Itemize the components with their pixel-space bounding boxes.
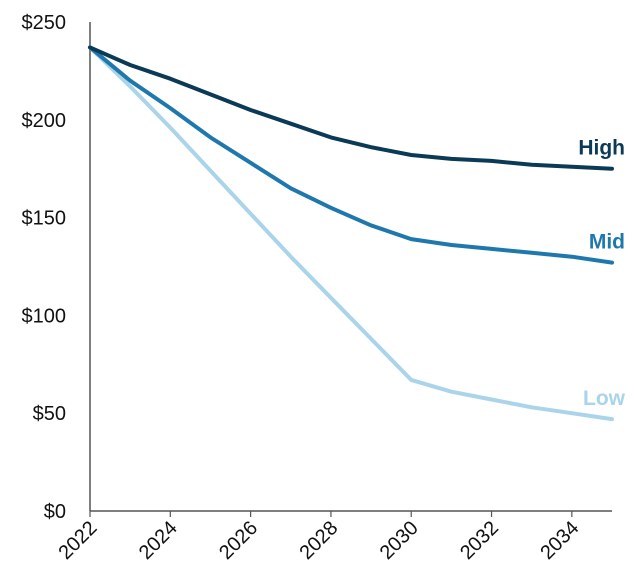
y-tick-label: $150 bbox=[22, 208, 67, 230]
series-line-low bbox=[88, 45, 614, 422]
y-tick-labels: $0 $50 $100 $150 $200 $250 bbox=[22, 12, 67, 523]
y-tick-label: $50 bbox=[33, 403, 66, 425]
axes bbox=[89, 22, 612, 512]
x-tick-label: 2032 bbox=[456, 517, 503, 564]
x-tick-label: 2026 bbox=[215, 517, 262, 564]
series-label-low: Low bbox=[583, 387, 626, 410]
series-lines bbox=[88, 45, 614, 422]
x-tick-label: 2030 bbox=[376, 517, 423, 564]
x-tick-label: 2028 bbox=[295, 517, 342, 564]
y-tick-label: $200 bbox=[22, 110, 67, 132]
y-tick-label: $100 bbox=[22, 305, 67, 327]
x-tick-label: 2034 bbox=[536, 517, 583, 564]
series-line-high bbox=[88, 45, 614, 171]
x-tick-label: 2022 bbox=[55, 517, 102, 564]
y-tick-label: $0 bbox=[44, 501, 66, 523]
series-line-mid bbox=[88, 45, 614, 265]
series-label-high: High bbox=[578, 137, 625, 160]
series-labels: High Mid Low bbox=[578, 137, 625, 410]
x-tick-label: 2024 bbox=[135, 517, 182, 564]
y-tick-label: $250 bbox=[22, 12, 67, 34]
series-label-mid: Mid bbox=[589, 231, 625, 254]
x-tick-labels: 2022 2024 2026 2028 2030 2032 2034 bbox=[55, 511, 583, 564]
